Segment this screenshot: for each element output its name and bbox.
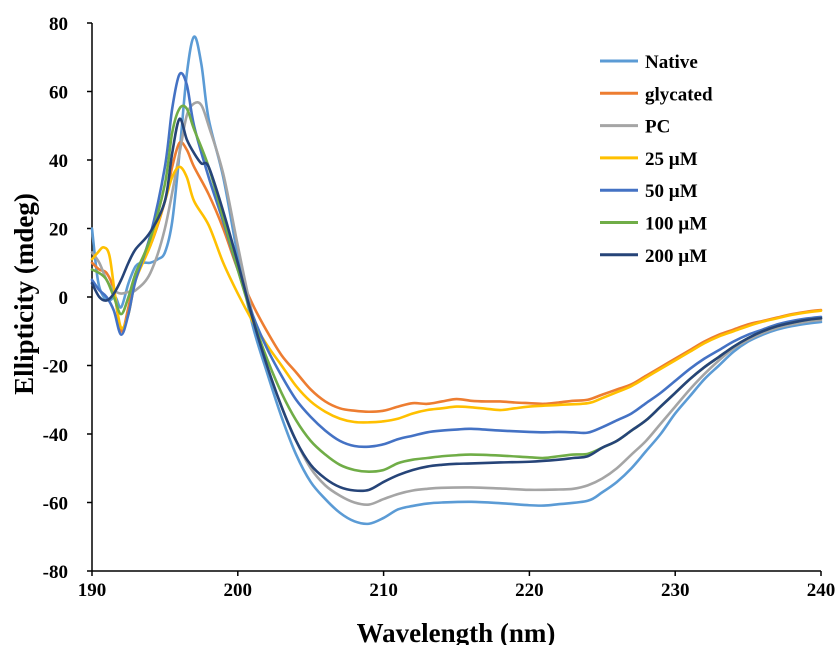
x-tick-label: 190	[78, 580, 107, 601]
x-tick-label: 230	[661, 580, 690, 601]
y-tick-label: -80	[43, 562, 68, 583]
legend: Native glycated PC 25 µM 50 µM 100 µM 200 µM	[600, 52, 713, 267]
y-tick-label: -20	[43, 357, 68, 378]
legend-label-pc: PC	[645, 117, 670, 138]
series-lines	[90, 35, 823, 526]
y-tick-label: -40	[43, 425, 68, 446]
series-line-native	[90, 35, 823, 526]
series-line-25-m	[90, 165, 823, 424]
y-tick-label: 40	[49, 151, 68, 172]
series-line-50-m	[90, 71, 823, 449]
series-line-100-m	[90, 104, 823, 473]
y-tick-label: 60	[49, 83, 68, 104]
legend-label-native: Native	[645, 52, 698, 73]
y-tick-label: 80	[49, 14, 68, 35]
y-tick-label: 0	[59, 288, 69, 309]
x-tick-label: 220	[515, 580, 544, 601]
x-ticks: 190 200 210 220 230 240	[78, 571, 836, 601]
y-tick-label: 20	[49, 220, 68, 241]
series-line-200-m	[90, 117, 823, 493]
x-tick-label: 240	[807, 580, 836, 601]
legend-label-25-m: 25 µM	[645, 149, 698, 170]
legend-label-200-m: 200 µM	[645, 246, 707, 267]
series-line-pc	[90, 101, 823, 506]
legend-label-glycated: glycated	[645, 84, 713, 105]
y-ticks: -80 -60 -40 -20 0 20 40 60 80	[43, 14, 92, 583]
series-line-glycated	[90, 140, 823, 414]
x-axis-title: Wavelength (nm)	[357, 618, 556, 645]
x-tick-label: 200	[224, 580, 253, 601]
y-axis-title: Ellipticity (mdeg)	[9, 193, 39, 395]
x-tick-label: 210	[369, 580, 398, 601]
legend-label-100-m: 100 µM	[645, 214, 707, 235]
y-tick-label: -60	[43, 494, 68, 515]
legend-label-50-m: 50 µM	[645, 181, 698, 202]
